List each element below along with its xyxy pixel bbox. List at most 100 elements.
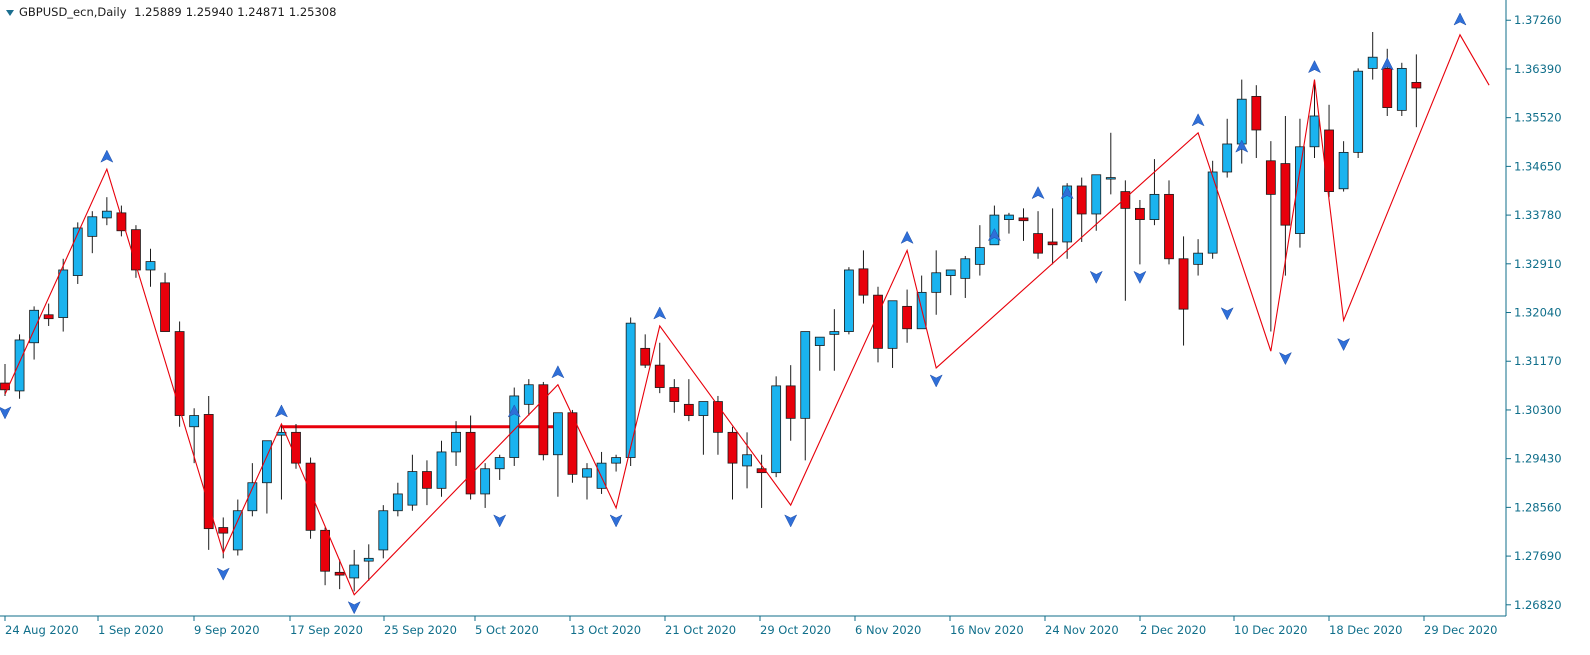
bear-candle[interactable] [422, 471, 432, 489]
bear-candle[interactable] [538, 384, 549, 456]
bear-candle[interactable] [669, 387, 680, 402]
bull-candle[interactable] [1295, 146, 1305, 234]
bull-candle[interactable] [145, 261, 156, 271]
bull-candle[interactable] [800, 331, 811, 419]
bear-candle[interactable] [567, 412, 578, 475]
bear-candle[interactable] [1411, 81, 1422, 89]
bull-candle[interactable] [553, 412, 563, 456]
bull-candle[interactable] [247, 482, 258, 512]
bull-candle[interactable] [451, 431, 461, 453]
bear-candle[interactable] [334, 571, 345, 576]
bear-candle[interactable] [1265, 160, 1276, 195]
bear-candle[interactable] [640, 347, 651, 366]
bull-candle[interactable] [1222, 143, 1233, 173]
bull-candle[interactable] [436, 451, 447, 489]
bull-candle[interactable] [261, 440, 272, 484]
bull-candle[interactable] [960, 258, 971, 279]
fractal-up-arrow-icon [987, 228, 1001, 242]
bull-candle[interactable] [276, 431, 287, 436]
bear-candle[interactable] [1382, 67, 1393, 108]
bear-candle[interactable] [1178, 258, 1189, 310]
bear-candle[interactable] [43, 314, 54, 320]
bear-candle[interactable] [218, 527, 229, 534]
bull-candle[interactable] [523, 384, 534, 405]
bear-candle[interactable] [1135, 207, 1145, 220]
bear-candle[interactable] [0, 382, 10, 391]
bull-candle[interactable] [349, 564, 360, 579]
bear-candle[interactable] [1164, 193, 1174, 260]
bear-candle[interactable] [305, 462, 316, 531]
bear-candle[interactable] [203, 414, 214, 530]
bull-candle[interactable] [1149, 193, 1160, 220]
bull-candle[interactable] [494, 457, 505, 470]
bull-candle[interactable] [1062, 185, 1073, 243]
bear-candle[interactable] [174, 331, 185, 416]
bull-candle[interactable] [945, 269, 956, 276]
bear-candle[interactable] [858, 268, 869, 296]
bear-candle[interactable] [1280, 163, 1291, 226]
bear-candle[interactable] [713, 401, 723, 433]
bull-candle[interactable] [1105, 177, 1116, 180]
bull-candle[interactable] [887, 300, 898, 349]
bull-candle[interactable] [814, 336, 825, 346]
bull-candle[interactable] [698, 401, 709, 416]
bull-candle[interactable] [1353, 70, 1364, 153]
bull-candle[interactable] [1396, 67, 1407, 111]
bull-candle[interactable] [596, 462, 607, 489]
bull-candle[interactable] [509, 395, 520, 458]
bear-candle[interactable] [160, 282, 170, 332]
bear-candle[interactable] [1018, 217, 1029, 222]
bull-candle[interactable] [1193, 252, 1203, 265]
bear-candle[interactable] [1251, 95, 1262, 131]
bull-candle[interactable] [829, 331, 840, 335]
bull-candle[interactable] [771, 385, 782, 474]
bear-candle[interactable] [1033, 233, 1043, 254]
bull-candle[interactable] [101, 210, 112, 219]
bear-candle[interactable] [654, 364, 665, 388]
collapse-triangle-icon[interactable] [6, 9, 14, 16]
bull-candle[interactable] [844, 269, 854, 332]
bear-candle[interactable] [116, 212, 127, 232]
bear-candle[interactable] [1047, 241, 1058, 246]
bull-candle[interactable] [611, 457, 621, 464]
bull-candle[interactable] [1338, 151, 1349, 190]
bull-candle[interactable] [189, 415, 200, 428]
bear-candle[interactable] [465, 431, 476, 495]
bear-candle[interactable] [320, 529, 331, 572]
bull-candle[interactable] [232, 510, 243, 551]
bear-candle[interactable] [1324, 129, 1334, 192]
bull-candle[interactable] [742, 454, 752, 467]
bull-candle[interactable] [72, 227, 83, 276]
bull-candle[interactable] [582, 468, 592, 478]
bull-candle[interactable] [1309, 115, 1320, 148]
bull-candle[interactable] [1236, 98, 1247, 145]
bear-candle[interactable] [1120, 191, 1131, 209]
bull-candle[interactable] [1004, 214, 1014, 220]
bull-candle[interactable] [931, 272, 942, 293]
bear-candle[interactable] [873, 294, 883, 349]
bull-candle[interactable] [407, 471, 418, 506]
bull-candle[interactable] [974, 247, 985, 265]
bull-candle[interactable] [378, 510, 389, 551]
time-tick-label: 5 Oct 2020 [475, 623, 539, 637]
bear-candle[interactable] [1076, 185, 1087, 215]
bear-candle[interactable] [683, 403, 694, 416]
bull-candle[interactable] [1091, 174, 1102, 215]
bull-candle[interactable] [392, 493, 403, 512]
bull-candle[interactable] [1207, 171, 1218, 254]
bear-candle[interactable] [727, 431, 738, 464]
bull-candle[interactable] [363, 557, 374, 562]
bear-candle[interactable] [785, 385, 796, 419]
bull-candle[interactable] [1367, 56, 1378, 69]
bull-candle[interactable] [87, 216, 98, 237]
symbol-name: GBPUSD_ecn,Daily [19, 5, 127, 19]
bull-candle[interactable] [480, 468, 491, 495]
bull-candle[interactable] [58, 269, 69, 318]
bull-candle[interactable] [625, 322, 636, 458]
bull-candle[interactable] [14, 339, 25, 392]
ohlc-low: 1.24871 [237, 5, 285, 19]
bull-candle[interactable] [29, 309, 40, 344]
bear-candle[interactable] [902, 305, 912, 330]
